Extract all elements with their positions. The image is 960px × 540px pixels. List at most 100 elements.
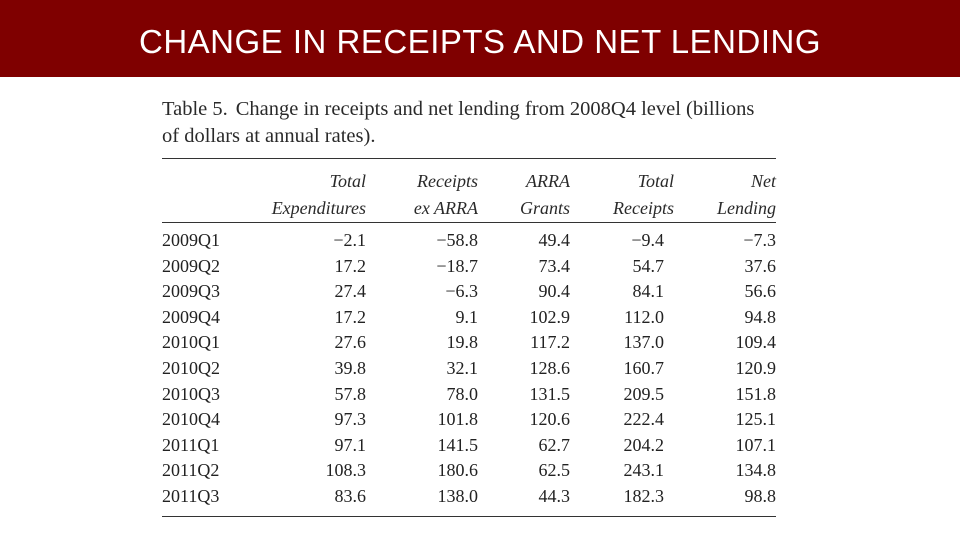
cell-net-lending: 56.6 [744, 281, 777, 302]
cell-total-expenditures: 17.2 [334, 306, 367, 327]
cell-period: 2009Q4 [162, 306, 220, 327]
header-line: Grants [519, 198, 570, 218]
cell-period: 2009Q3 [162, 281, 220, 302]
cell-net-lending: 134.8 [735, 460, 777, 481]
cell-period: 2010Q1 [162, 332, 220, 353]
cell-receipts-ex-arra: 78.0 [446, 383, 479, 404]
caption-line-1: Table 5. Change in receipts and net lendi… [162, 96, 782, 123]
cell-receipts-ex-arra: 180.6 [437, 460, 479, 481]
cell-arra-grants: 120.6 [529, 409, 571, 430]
header-arra-grants: ARRA Grants [520, 168, 570, 222]
cell-arra-grants: 117.2 [530, 332, 570, 353]
cell-total-expenditures: 57.8 [334, 383, 367, 404]
cell-total-expenditures: 108.3 [325, 460, 367, 481]
cell-arra-grants: 62.5 [538, 460, 571, 481]
cell-net-lending: 125.1 [735, 409, 777, 430]
cell-receipts-ex-arra: 32.1 [446, 358, 479, 378]
cell-period: 2011Q1 [162, 434, 220, 455]
cell-total-expenditures: −2.1 [333, 230, 366, 250]
cell-net-lending: 107.1 [735, 434, 777, 455]
table-row: 2009Q3 27.4 −6.3 90.4 84.1 56.6 [162, 279, 776, 305]
table-row: 2010Q4 97.3 101.8 120.6 222.4 125.1 [162, 407, 776, 433]
table-row: 2011Q2 108.3 180.6 62.5 243.1 134.8 [162, 458, 776, 484]
cell-net-lending: 98.8 [744, 486, 777, 506]
table-row: 2009Q1 −2.1 −58.8 49.4 −9.4 −7.3 [162, 228, 776, 254]
cell-arra-grants: 102.9 [529, 306, 571, 327]
table-top-rule [162, 158, 776, 159]
header-line: Expenditures [271, 198, 366, 218]
header-line: Lending [716, 198, 776, 218]
header-line: Receipts [417, 171, 478, 191]
header-line: Total [329, 171, 366, 191]
cell-period: 2010Q3 [162, 383, 220, 404]
cell-receipts-ex-arra: −58.8 [436, 230, 478, 250]
cell-total-receipts: 137.0 [623, 332, 665, 353]
header-total-expenditures: Total Expenditures [272, 168, 366, 222]
header-net-lending: Net Lending [717, 168, 776, 222]
header-line: Total [637, 171, 674, 191]
cell-total-receipts: 204.2 [623, 434, 665, 455]
cell-receipts-ex-arra: 138.0 [437, 486, 479, 506]
cell-total-receipts: 243.1 [623, 460, 665, 481]
cell-period: 2010Q2 [162, 358, 220, 378]
cell-total-expenditures: 97.1 [334, 434, 367, 455]
cell-total-receipts: 54.7 [632, 255, 665, 276]
cell-period: 2009Q2 [162, 255, 220, 276]
cell-net-lending: 120.9 [735, 358, 777, 378]
cell-receipts-ex-arra: 19.8 [446, 332, 479, 353]
cell-net-lending: 37.6 [744, 255, 777, 276]
cell-period: 2010Q4 [162, 409, 220, 430]
cell-net-lending: −7.3 [743, 230, 776, 250]
table-row: 2011Q1 97.1 141.5 62.7 204.2 107.1 [162, 433, 776, 459]
header-total-receipts: Total Receipts [613, 168, 674, 222]
cell-receipts-ex-arra: 101.8 [437, 409, 479, 430]
table-row: 2010Q3 57.8 78.0 131.5 209.5 151.8 [162, 382, 776, 408]
cell-arra-grants: 44.3 [538, 486, 571, 506]
slide-title: CHANGE IN RECEIPTS AND NET LENDING [138, 23, 821, 60]
cell-total-expenditures: 39.8 [334, 358, 367, 378]
table-row: 2010Q2 39.8 32.1 128.6 160.7 120.9 [162, 356, 776, 382]
cell-arra-grants: 73.4 [538, 255, 571, 276]
table-caption: Table 5. Change in receipts and net lendi… [162, 96, 782, 150]
header-receipts-ex-arra: Receipts ex ARRA [414, 168, 478, 222]
table-row: 2011Q3 83.6 138.0 44.3 182.3 98.8 [162, 484, 776, 510]
cell-net-lending: 151.8 [735, 383, 777, 404]
cell-receipts-ex-arra: −18.7 [436, 255, 478, 276]
table-row: 2009Q4 17.2 9.1 102.9 112.0 94.8 [162, 305, 776, 331]
cell-receipts-ex-arra: 9.1 [455, 306, 479, 327]
table-row: 2009Q2 17.2 −18.7 73.4 54.7 37.6 [162, 254, 776, 280]
cell-total-expenditures: 97.3 [334, 409, 367, 430]
table-row: 2010Q1 27.6 19.8 117.2 137.0 109.4 [162, 330, 776, 356]
caption-line-2: of dollars at annual rates). [162, 125, 376, 147]
cell-receipts-ex-arra: −6.3 [445, 281, 478, 302]
cell-period: 2011Q2 [162, 460, 220, 481]
table-bottom-rule [162, 516, 776, 517]
cell-total-expenditures: 27.4 [334, 281, 367, 302]
cell-total-receipts: 222.4 [623, 409, 665, 430]
cell-net-lending: 94.8 [744, 306, 777, 327]
cell-total-expenditures: 17.2 [334, 255, 367, 276]
cell-total-expenditures: 27.6 [334, 332, 367, 353]
cell-period: 2011Q3 [162, 486, 220, 506]
cell-total-receipts: 182.3 [623, 486, 665, 506]
cell-total-expenditures: 83.6 [334, 486, 367, 506]
cell-arra-grants: 62.7 [538, 434, 571, 455]
cell-arra-grants: 131.5 [529, 383, 571, 404]
cell-arra-grants: 90.4 [538, 281, 571, 302]
header-line: ARRA [526, 171, 570, 191]
caption-text-1: Change in receipts and net lending from … [235, 98, 755, 120]
header-line: Receipts [613, 198, 674, 218]
cell-arra-grants: 128.6 [529, 358, 571, 378]
cell-total-receipts: −9.4 [631, 230, 664, 250]
header-line: ex ARRA [413, 198, 478, 218]
cell-net-lending: 109.4 [735, 332, 777, 353]
cell-total-receipts: 112.0 [624, 306, 664, 327]
cell-receipts-ex-arra: 141.5 [437, 434, 479, 455]
header-bottom-rule [162, 222, 776, 223]
cell-period: 2009Q1 [162, 230, 220, 250]
title-banner: CHANGE IN RECEIPTS AND NET LENDING [0, 0, 960, 77]
header-line: Net [751, 171, 776, 191]
cell-total-receipts: 84.1 [632, 281, 665, 302]
table-label: Table 5. [162, 98, 228, 120]
cell-arra-grants: 49.4 [538, 230, 571, 250]
